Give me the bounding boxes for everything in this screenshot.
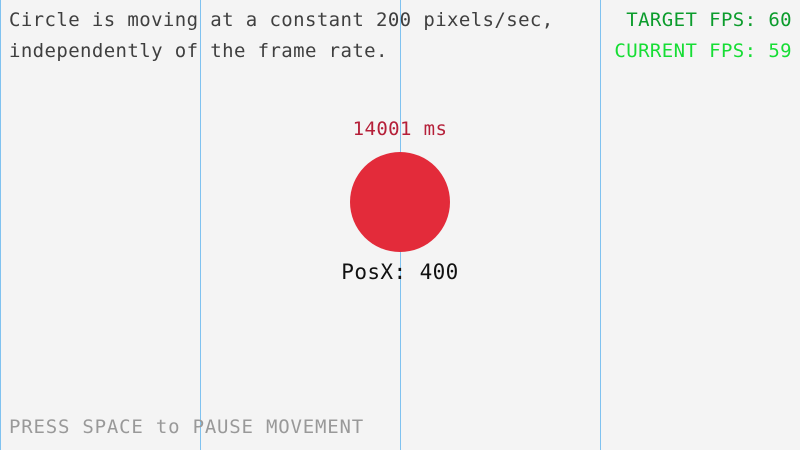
current-fps-label: CURRENT FPS: 59 — [614, 40, 792, 62]
instructions-text: Circle is moving at a constant 200 pixel… — [9, 5, 554, 67]
gridline-0 — [0, 0, 1, 450]
gridline-200 — [200, 0, 201, 450]
gridline-600 — [600, 0, 601, 450]
pause-hint-label: PRESS SPACE to PAUSE MOVEMENT — [9, 416, 364, 438]
fps-panel: TARGET FPS: 60 CURRENT FPS: 59 — [614, 5, 792, 67]
target-fps-label: TARGET FPS: 60 — [626, 9, 792, 31]
elapsed-time-label: 14001 ms — [352, 118, 448, 140]
instructions-line-1: Circle is moving at a constant 200 pixel… — [9, 9, 554, 31]
moving-circle — [350, 152, 450, 252]
posx-readout: PosX: 400 — [341, 260, 459, 284]
instructions-line-2: independently of the frame rate. — [9, 40, 388, 62]
